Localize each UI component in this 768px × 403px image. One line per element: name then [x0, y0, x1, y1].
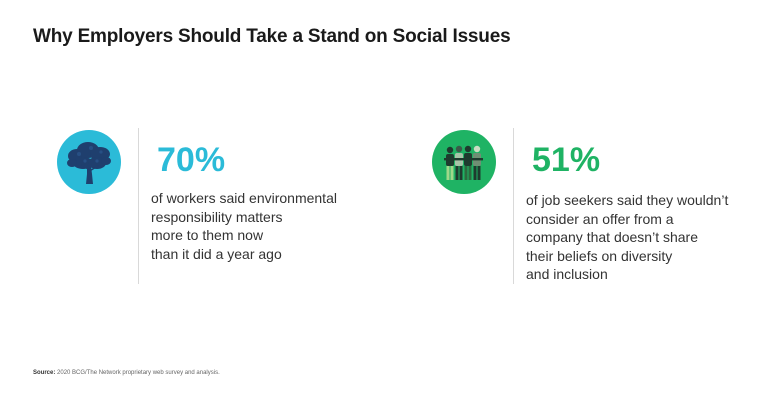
people-group-icon — [444, 145, 483, 180]
stat-description-line: consider an offer from a — [526, 210, 674, 227]
stat-description: of workers said environmental responsibi… — [151, 189, 366, 263]
tree-icon — [67, 142, 111, 184]
stat-divider — [513, 128, 514, 284]
source-note: Source: 2020 BCG/The Network proprietary… — [33, 370, 220, 376]
stat-description-line: and inclusion — [526, 266, 608, 282]
page-title: Why Employers Should Take a Stand on Soc… — [33, 26, 511, 47]
stat-value: 51% — [532, 141, 601, 179]
stat-description-line: more to them now — [151, 227, 264, 243]
stat-description-line: of workers said environmental — [151, 190, 337, 206]
stat-description-line: of job seekers said they wouldn’t — [526, 192, 729, 208]
source-text: 2020 BCG/The Network proprietary web sur… — [57, 370, 220, 376]
stat-divider — [138, 128, 139, 284]
stat-description-line: their beliefs on diversity — [526, 247, 673, 264]
stat-description-line: than it did a year ago — [151, 245, 282, 262]
source-label: Source: — [33, 370, 56, 376]
stat-description-line: responsibility matters — [151, 208, 283, 225]
stat-description-line: company that doesn’t share — [526, 229, 698, 245]
people-icon-circle — [432, 130, 496, 194]
stat-description: of job seekers said they wouldn’t consid… — [526, 191, 741, 284]
stat-value: 70% — [157, 141, 226, 179]
tree-icon-circle — [57, 130, 121, 194]
